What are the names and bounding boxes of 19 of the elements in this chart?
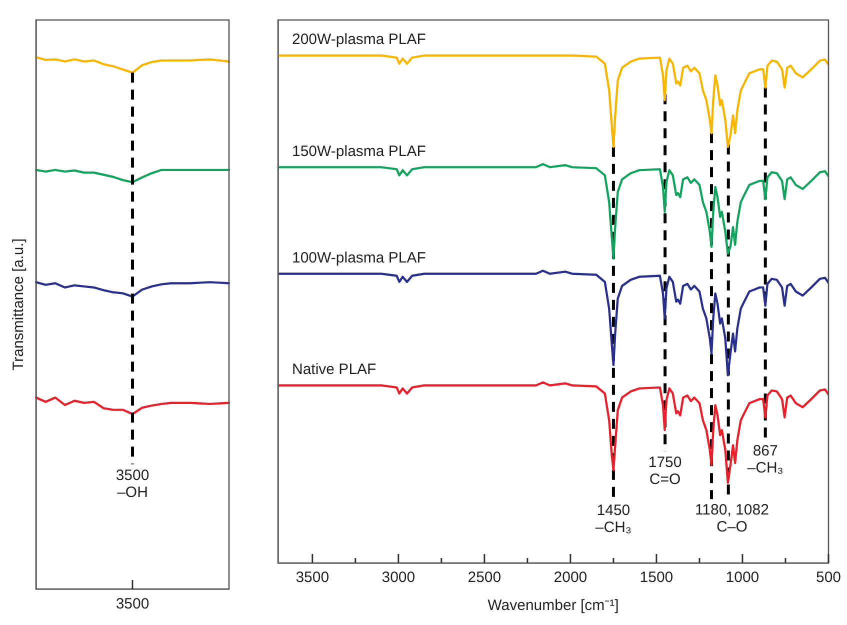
series-label: 100W-plasma PLAF [292, 249, 426, 266]
annotation: 1450 –CH₃ [595, 502, 632, 536]
x-tick-label: 2000 [554, 569, 588, 586]
x-tick-label: 3500 [296, 569, 330, 586]
annotation: 1750 C=O [648, 454, 682, 488]
x-tick-label: 1000 [726, 569, 760, 586]
series-label: Native PLAF [292, 361, 376, 378]
series-label: 200W-plasma PLAF [292, 31, 426, 48]
x-tick-label: 3000 [382, 569, 416, 586]
x-tick-label: 500 [816, 569, 841, 586]
y-axis-title: Transmittance [a.u.] [10, 238, 28, 370]
x-axis-title: Wavenumber [cm⁻¹] [488, 597, 619, 614]
x-tick-label: 2500 [468, 569, 502, 586]
series-label: 150W-plasma PLAF [292, 142, 426, 160]
annotation: 1180, 1082 C–O [694, 502, 769, 536]
x-tick-label: 1500 [640, 569, 674, 586]
text: 3500 [116, 596, 150, 613]
annotation: 3500 –OH [116, 466, 150, 501]
annotation: 867 –CH₃ [747, 442, 784, 476]
